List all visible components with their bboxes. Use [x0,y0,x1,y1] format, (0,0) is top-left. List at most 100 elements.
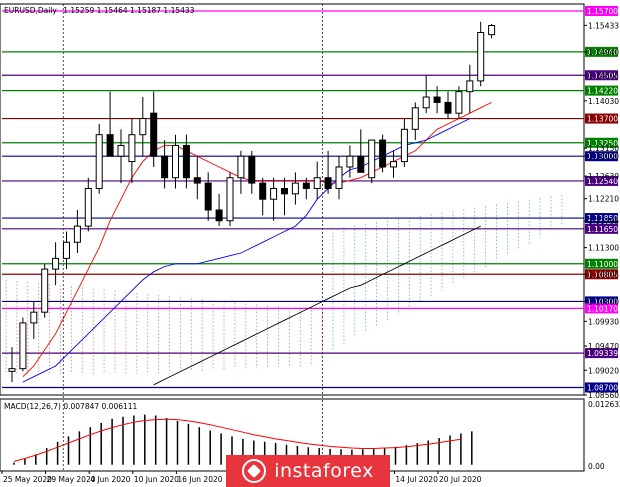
y-tick-label: 1.10300 [588,297,619,306]
price-level-tag [585,269,618,280]
ma-line-1 [22,118,470,383]
candle-body [248,155,256,184]
candle-body [128,134,136,163]
y-tick-label: 1.11795 [588,217,619,226]
price-level-label: 1.14505 [587,71,618,80]
candle [182,134,190,189]
candle-body [8,368,16,372]
y-tick-label: 1.11300 [588,244,619,253]
x-tick-label: 4 Jun 2020 [90,475,131,484]
candle-body [150,112,158,157]
candle-body [19,322,27,370]
price-level-label: 1.08700 [587,383,618,392]
candle [52,242,60,286]
candle-body [41,268,49,313]
candle [106,91,114,157]
candle-body [106,134,114,157]
ma-line-2 [153,225,481,386]
chart-header: EURUSD,Daily 1.15259 1.15464 1.15187 1.1… [4,6,195,15]
candle-body [73,225,81,243]
candle [73,209,81,254]
candle-body [215,209,223,222]
candle [477,21,485,87]
candle [488,23,496,39]
price-level-tag [585,213,618,224]
candle [411,102,419,141]
candle-body [172,144,179,179]
candle-body [335,166,343,189]
candle [204,172,212,221]
candle-body [357,155,365,173]
candle-body [95,134,103,189]
y-tick-label: 1.14030 [588,97,619,106]
candle [455,86,463,119]
price-level-tag [585,303,618,314]
price-level-label: 1.13250 [587,139,618,148]
candle-body [368,139,376,179]
candle [117,129,125,184]
candle [193,156,201,200]
price-level-label: 1.09339 [587,349,618,358]
y-tick-label: 1.09020 [588,366,619,375]
candle [150,91,158,167]
candle-body [270,187,278,200]
watermark: instaforex [226,455,390,487]
x-tick-label: 20 Jul 2020 [439,475,482,484]
candle-body [302,182,310,189]
candle [139,97,147,157]
candle [433,86,441,114]
price-level-label: 1.13700 [587,115,618,124]
price-level-label: 1.11650 [587,225,618,234]
price-level-label: 1.15700 [587,7,618,16]
price-level-tag [585,5,618,16]
x-tick-label: 10 Jun 2020 [134,475,179,484]
price-level-label: 1.10300 [587,297,618,306]
candle [270,177,278,221]
macd-y-tick-label: 0.00 [588,462,605,471]
price-level-tag [585,137,618,148]
candle [379,134,387,173]
candle-body [117,144,125,157]
candle-body [433,96,441,103]
candle [259,177,267,216]
candle-body [324,177,332,189]
candle-body [63,241,70,259]
price-level-label: 1.10170 [587,304,618,313]
x-tick-label: 16 Jun 2020 [177,475,222,484]
candle-body [379,139,387,168]
candle [128,118,136,184]
candle [291,172,299,205]
x-tick-label: 29 May 2020 [47,475,96,484]
candle-body [390,161,397,168]
candle [95,123,103,194]
price-level-label: 1.14220 [587,87,618,96]
candle [19,317,27,372]
candle [84,177,92,232]
y-tick-label: 1.12210 [588,195,619,204]
candle-body [466,80,474,93]
candle-body [182,144,190,179]
x-tick-label: 25 May 2020 [3,475,52,484]
candle [324,150,332,194]
y-tick-label: 1.14505 [588,71,619,80]
candle-body [259,182,267,200]
candle-body [204,182,212,211]
price-level-tag [585,70,618,81]
candle-body [281,187,288,195]
candle [237,150,245,194]
candle-body [52,257,60,270]
price-level-tag [585,348,618,359]
price-level-label: 1.10805 [587,270,618,279]
candle [390,150,397,178]
price-level-tag [585,175,618,186]
price-level-label: 1.11000 [587,260,618,269]
y-tick-label: 1.13150 [588,144,619,153]
candle-body [193,177,201,184]
macd-signal-line [13,418,461,462]
ohlc-readout: 1.15259 1.15464 1.15187 1.15433 [63,6,194,15]
y-tick-label: 1.09470 [588,342,619,351]
y-tick-label: 1.13000 [588,152,619,161]
candle-body [455,91,463,114]
candle [466,64,474,114]
